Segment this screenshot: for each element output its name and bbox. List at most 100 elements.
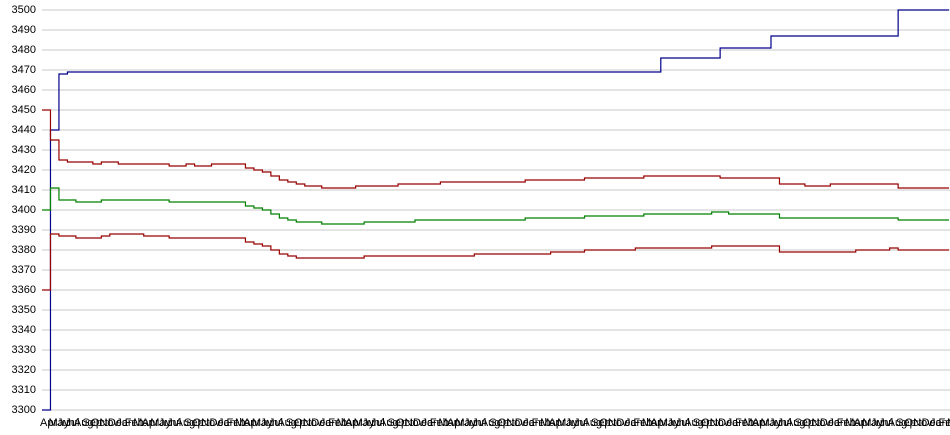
y-tick-label: 3410 bbox=[12, 184, 36, 196]
x-tick-label: Feb bbox=[633, 417, 652, 429]
x-tick-label: Sep bbox=[591, 417, 611, 429]
x-tick-label: Nov bbox=[99, 417, 119, 429]
x-tick-label: Dec bbox=[210, 417, 230, 429]
x-tick-label: Feb bbox=[837, 417, 856, 429]
x-tick-label: Sep bbox=[794, 417, 814, 429]
x-tick-label: Mar bbox=[642, 417, 661, 429]
x-tick-label: Apr bbox=[40, 417, 57, 429]
x-tick-label: May bbox=[455, 417, 476, 429]
x-tick-label: Jul bbox=[371, 417, 385, 429]
x-tick-label: May bbox=[659, 417, 680, 429]
x-tick-label: Oct bbox=[498, 417, 515, 429]
x-tick-label: Nov bbox=[303, 417, 323, 429]
x-tick-label: Mar bbox=[744, 417, 763, 429]
x-tick-label: Dec bbox=[616, 417, 636, 429]
x-tick-label: Aug bbox=[277, 417, 297, 429]
x-tick-label: Oct bbox=[803, 417, 820, 429]
x-tick-label: Oct bbox=[91, 417, 108, 429]
x-tick-label: Aug bbox=[379, 417, 399, 429]
x-tick-label: Jun bbox=[57, 417, 75, 429]
x-tick-label: Jun bbox=[464, 417, 482, 429]
x-tick-label: Jul bbox=[574, 417, 588, 429]
series-line bbox=[42, 109, 949, 189]
x-tick-label: Oct bbox=[294, 417, 311, 429]
y-tick-label: 3320 bbox=[12, 364, 36, 376]
y-tick-label: 3350 bbox=[12, 304, 36, 316]
x-tick-label: Jun bbox=[260, 417, 278, 429]
x-tick-label: Apr bbox=[447, 417, 464, 429]
series-line bbox=[42, 233, 949, 291]
y-tick-label: 3360 bbox=[12, 284, 36, 296]
x-tick-label: Dec bbox=[922, 417, 942, 429]
x-tick-label: Dec bbox=[413, 417, 433, 429]
x-tick-label: Apr bbox=[243, 417, 260, 429]
x-tick-label: May bbox=[150, 417, 171, 429]
x-tick-label: Apr bbox=[345, 417, 362, 429]
x-tick-label: Mar bbox=[133, 417, 152, 429]
x-tick-label: Apr bbox=[752, 417, 769, 429]
x-tick-label: Feb bbox=[328, 417, 347, 429]
x-tick-label: Nov bbox=[913, 417, 933, 429]
x-tick-label: Aug bbox=[786, 417, 806, 429]
x-tick-label: Mar bbox=[235, 417, 254, 429]
x-tick-label: Feb bbox=[735, 417, 754, 429]
x-tick-label: Aug bbox=[176, 417, 196, 429]
x-tick-label: Jul bbox=[167, 417, 181, 429]
x-tick-label: Aug bbox=[481, 417, 501, 429]
x-tick-label: Aug bbox=[684, 417, 704, 429]
x-tick-label: Nov bbox=[506, 417, 526, 429]
x-tick-label: Jun bbox=[871, 417, 889, 429]
x-tick-label: Jan bbox=[116, 417, 134, 429]
x-tick-label: Mar bbox=[337, 417, 356, 429]
x-tick-label: Jun bbox=[566, 417, 584, 429]
x-tick-label: Jan bbox=[625, 417, 643, 429]
x-tick-label: Sep bbox=[286, 417, 306, 429]
y-tick-label: 3470 bbox=[12, 64, 36, 76]
x-tick-label: Oct bbox=[701, 417, 718, 429]
x-tick-label: Aug bbox=[888, 417, 908, 429]
x-tick-label: Dec bbox=[515, 417, 535, 429]
x-tick-label: Nov bbox=[608, 417, 628, 429]
y-tick-label: 3380 bbox=[12, 244, 36, 256]
x-tick-label: Dec bbox=[718, 417, 738, 429]
x-tick-label: Nov bbox=[710, 417, 730, 429]
x-tick-label: Jul bbox=[676, 417, 690, 429]
x-tick-label: Jun bbox=[159, 417, 177, 429]
y-tick-label: 3480 bbox=[12, 44, 36, 56]
x-tick-label: Nov bbox=[811, 417, 831, 429]
x-tick-label: Feb bbox=[430, 417, 449, 429]
x-tick-label: Oct bbox=[599, 417, 616, 429]
x-tick-label: Oct bbox=[193, 417, 210, 429]
x-tick-label: Aug bbox=[583, 417, 603, 429]
y-tick-label: 3440 bbox=[12, 124, 36, 136]
x-tick-label: Apr bbox=[549, 417, 566, 429]
x-tick-label: Sep bbox=[896, 417, 916, 429]
y-tick-label: 3310 bbox=[12, 384, 36, 396]
x-tick-label: Jul bbox=[269, 417, 283, 429]
x-tick-label: Jan bbox=[523, 417, 541, 429]
y-tick-label: 3500 bbox=[12, 4, 36, 16]
x-tick-label: Jan bbox=[320, 417, 338, 429]
y-tick-label: 3400 bbox=[12, 204, 36, 216]
x-tick-label: Apr bbox=[854, 417, 871, 429]
x-tick-label: May bbox=[48, 417, 69, 429]
y-tick-label: 3430 bbox=[12, 144, 36, 156]
x-tick-label: May bbox=[354, 417, 375, 429]
y-tick-label: 3370 bbox=[12, 264, 36, 276]
x-tick-label: Mar bbox=[947, 417, 950, 429]
x-tick-label: May bbox=[761, 417, 782, 429]
x-tick-label: Aug bbox=[74, 417, 94, 429]
series-line bbox=[42, 187, 949, 225]
x-tick-label: Feb bbox=[226, 417, 245, 429]
x-tick-label: Oct bbox=[905, 417, 922, 429]
x-tick-label: Apr bbox=[650, 417, 667, 429]
y-tick-label: 3450 bbox=[12, 104, 36, 116]
x-tick-label: Jan bbox=[930, 417, 948, 429]
x-tick-label: Jun bbox=[362, 417, 380, 429]
x-tick-label: May bbox=[252, 417, 273, 429]
x-tick-label: Sep bbox=[82, 417, 102, 429]
x-tick-label: Nov bbox=[201, 417, 221, 429]
x-tick-label: Sep bbox=[693, 417, 713, 429]
x-tick-label: Jan bbox=[421, 417, 439, 429]
